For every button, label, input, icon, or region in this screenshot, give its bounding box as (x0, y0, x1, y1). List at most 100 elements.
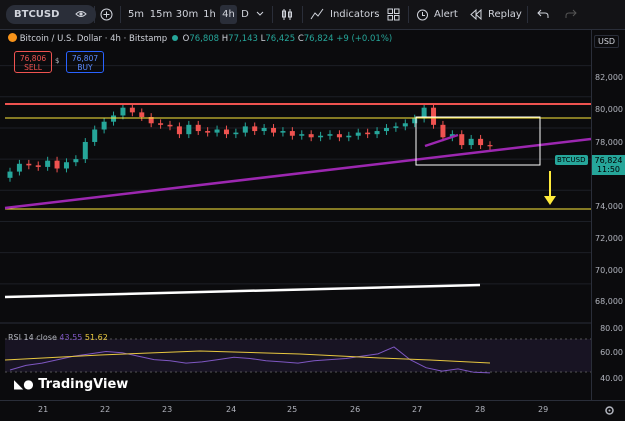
candle-body (393, 126, 399, 128)
currency-selector[interactable]: USD (594, 35, 620, 48)
candle-body (383, 127, 389, 132)
candle-body (440, 124, 446, 138)
candle-body (73, 159, 79, 163)
interval-4h[interactable]: 4h (220, 5, 237, 24)
candles-icon[interactable] (281, 8, 293, 21)
time-tick: 27 (412, 405, 423, 414)
legend-close: 76,824 (303, 34, 334, 44)
buy-button[interactable]: 76,807 BUY (66, 51, 104, 73)
candle-body (242, 126, 248, 133)
candle-body (271, 127, 277, 133)
price-tick: 82,000 (595, 73, 623, 82)
replay-button[interactable]: Replay (488, 9, 522, 20)
purple-channel-line (424, 133, 459, 148)
candle-body (35, 165, 41, 167)
undo-icon[interactable] (537, 9, 549, 19)
price-axis[interactable]: 82,000 80,000 78,000 74,000 72,000 70,00… (591, 30, 625, 400)
price-tick: 72,000 (595, 234, 623, 243)
candle-body (402, 123, 408, 127)
redo-icon[interactable] (565, 9, 577, 19)
interval-5m[interactable]: 5m (127, 9, 145, 20)
candle-body (92, 129, 98, 142)
candle-body (101, 121, 107, 130)
rsi-ma-value: 51.62 (84, 333, 108, 342)
indicators-button[interactable]: Indicators (330, 9, 380, 20)
candle-body (299, 134, 305, 136)
price-tick: 70,000 (595, 266, 623, 275)
candle-body (54, 160, 60, 169)
symbol-text: BTCUSD (14, 9, 60, 20)
candles (7, 103, 493, 182)
candle-body (167, 124, 173, 127)
time-tick: 25 (287, 405, 298, 414)
chart-legend: Bitcoin / U.S. Dollar · 4h · Bitstamp O7… (8, 33, 392, 44)
candle-body (412, 118, 418, 124)
time-tick: 29 (538, 405, 549, 414)
candle-body (233, 132, 239, 135)
candle-body (63, 162, 69, 169)
candle-body (186, 124, 192, 135)
candle-body (374, 131, 380, 135)
rsi-band (5, 339, 591, 372)
indicators-icon[interactable] (310, 8, 324, 20)
symbol-search[interactable]: BTCUSD (6, 5, 96, 24)
candle-body (16, 163, 22, 172)
white-line (4, 283, 481, 299)
price-chart[interactable] (0, 30, 591, 400)
last-price-tag: 76,824 11:50 (592, 155, 625, 175)
legend-change: +9 (+0.01%) (336, 34, 393, 44)
purple-trendline (4, 137, 591, 210)
time-tick: 21 (38, 405, 49, 414)
candle-body (308, 134, 314, 138)
interval-1d[interactable]: D (241, 9, 249, 20)
candle-body (139, 112, 145, 118)
candle-body (318, 135, 324, 138)
alert-button[interactable]: Alert (434, 9, 458, 20)
rsi-ma-line (4, 350, 491, 364)
candle-body (252, 126, 258, 132)
compare-add-icon[interactable] (100, 8, 113, 21)
candle-body (289, 131, 295, 136)
interval-30m[interactable]: 30m (175, 9, 199, 20)
time-axis[interactable]: 21 22 23 24 25 26 27 28 29 (0, 400, 625, 421)
candle-body (459, 134, 465, 146)
candle-body (111, 115, 117, 122)
settings-gear-icon[interactable] (604, 405, 615, 416)
top-toolbar: BTCUSD 5m 15m 30m 1h 4h D Indicators Ale… (0, 0, 625, 30)
interval-1h[interactable]: 1h (203, 9, 216, 20)
candle-body (478, 138, 484, 146)
candle-body (26, 163, 32, 166)
white-rectangle (415, 116, 541, 166)
interval-15m[interactable]: 15m (149, 9, 173, 20)
candle-body (355, 132, 361, 136)
layout-grid-icon[interactable] (387, 8, 400, 21)
rsi-tick: 80.00 (600, 324, 623, 333)
candle-body (45, 160, 51, 167)
candle-body (148, 117, 154, 124)
time-tick: 23 (162, 405, 173, 414)
legend-open: 76,808 (189, 34, 220, 44)
candle-body (158, 123, 164, 125)
price-tick: 68,000 (595, 297, 623, 306)
candle-body (205, 131, 211, 133)
legend-low: 76,425 (265, 34, 296, 44)
sell-button[interactable]: 76,806 SELL (14, 51, 52, 73)
time-tick: 24 (226, 405, 237, 414)
price-tick: 78,000 (595, 138, 623, 147)
rsi-value: 43.55 (59, 333, 83, 342)
candle-body (365, 132, 371, 135)
replay-icon[interactable] (470, 9, 482, 20)
chart-grid (0, 65, 591, 285)
candle-body (120, 107, 126, 116)
chevron-down-icon[interactable] (256, 11, 264, 17)
alert-clock-icon[interactable] (416, 8, 429, 21)
eye-icon[interactable] (75, 9, 87, 19)
candle-body (129, 107, 135, 113)
bitcoin-icon (8, 33, 17, 42)
legend-title: Bitcoin / U.S. Dollar · 4h · Bitstamp (19, 34, 168, 44)
legend-high: 77,143 (228, 34, 258, 44)
rsi-tick: 60.00 (600, 348, 623, 357)
candle-body (431, 107, 437, 125)
candle-body (336, 134, 342, 138)
candle-body (261, 127, 267, 132)
